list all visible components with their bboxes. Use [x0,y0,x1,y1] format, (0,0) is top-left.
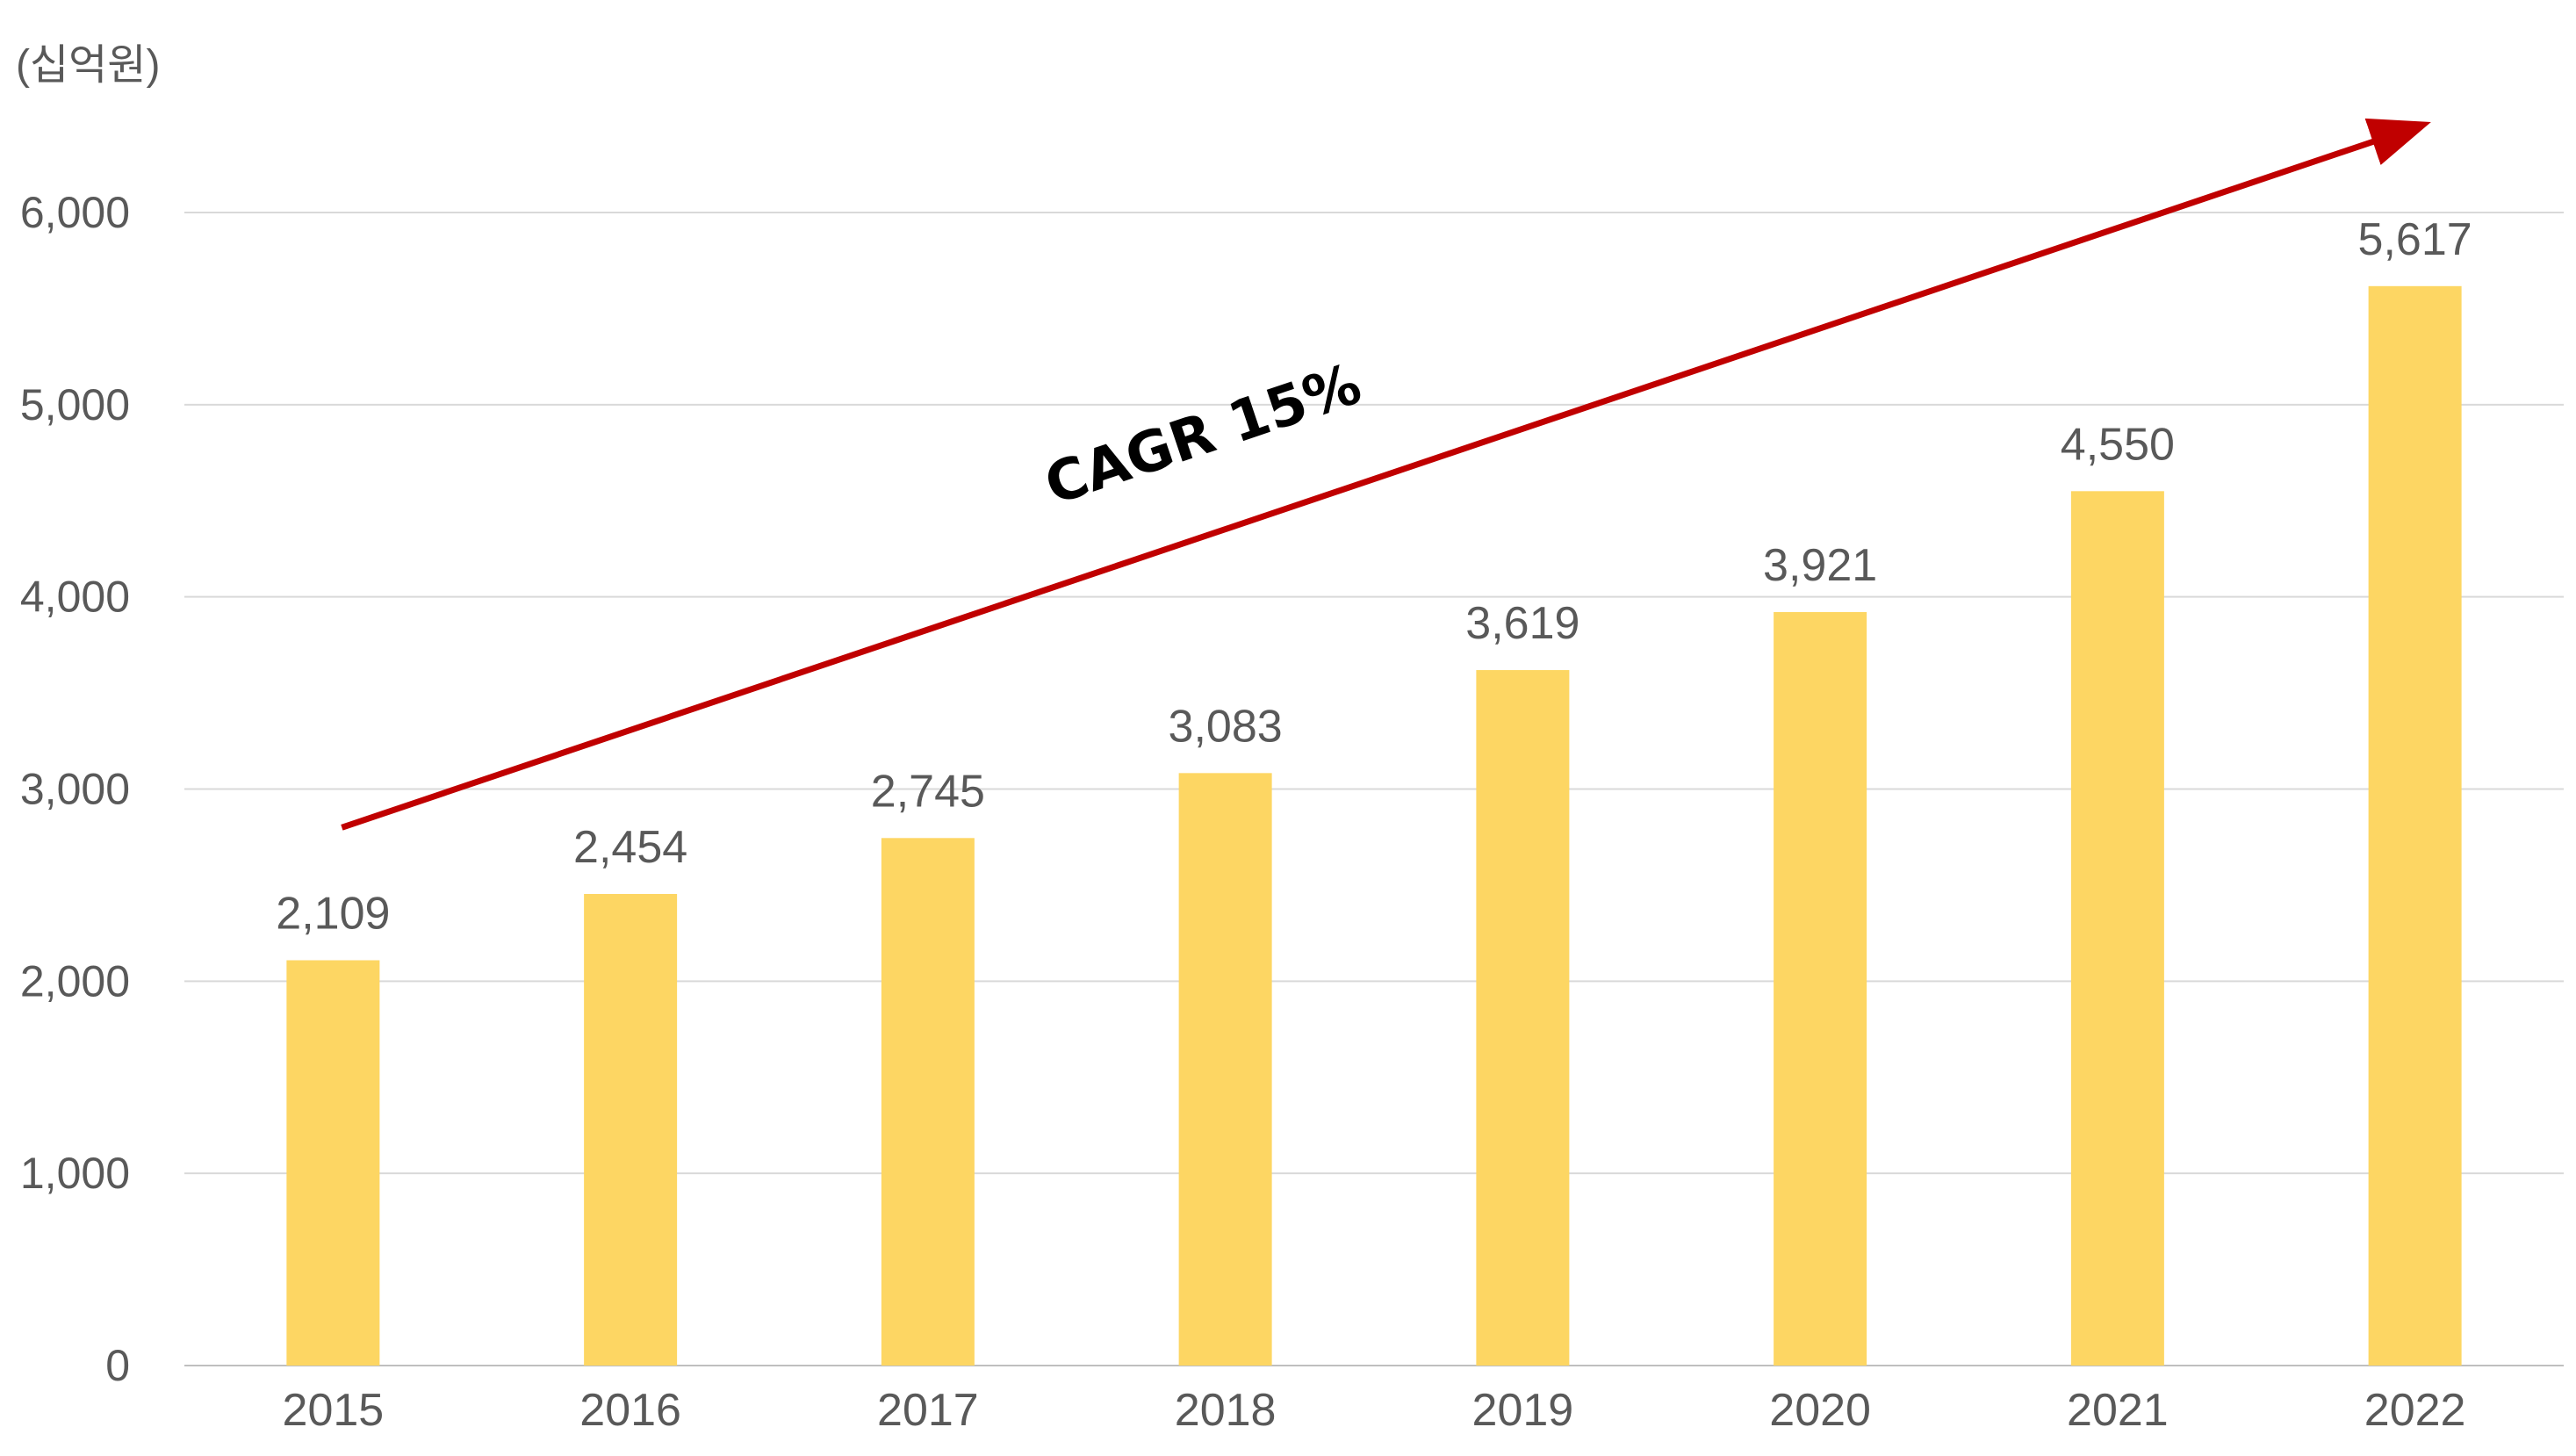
x-tick-label: 2017 [877,1385,979,1436]
bar [1178,773,1272,1366]
bar [881,838,975,1366]
bar [2070,491,2164,1366]
data-label: 2,109 [276,888,390,939]
data-label: 3,619 [1465,598,1579,649]
y-tick-label: 4,000 [20,573,130,622]
data-label: 2,454 [573,822,687,873]
bar [2368,285,2462,1366]
x-tick-label: 2021 [2067,1385,2169,1436]
data-label: 3,083 [1169,701,1283,752]
x-tick-label: 2016 [579,1385,681,1436]
y-axis: 0 1,000 2,000 3,000 4,000 5,000 6,000 [20,188,130,1390]
x-tick-label: 2022 [2364,1385,2466,1436]
bar [1774,611,1867,1366]
data-label: 3,921 [1763,540,1877,591]
data-label: 5,617 [2358,214,2472,265]
x-tick-label: 2018 [1175,1385,1277,1436]
y-tick-label: 5,000 [20,380,130,429]
bar [286,960,380,1366]
y-tick-label: 0 [105,1341,130,1390]
unit-label: (십억원) [16,42,160,89]
x-axis: 2015 2016 2017 2018 2019 2020 2021 2022 [283,1385,2466,1436]
y-tick-label: 3,000 [20,765,130,814]
x-tick-label: 2020 [1769,1385,1871,1436]
cagr-annotation: CAGR 15% [1037,352,1369,519]
x-tick-label: 2019 [1472,1385,1574,1436]
y-tick-label: 1,000 [20,1149,130,1198]
bars [286,285,2462,1366]
gridlines [184,212,2564,1366]
x-tick-label: 2015 [283,1385,385,1436]
data-label: 2,745 [871,766,985,817]
bar [1476,670,1570,1366]
data-labels: 2,109 2,454 2,745 3,083 3,619 3,921 4,550 5,617 [276,214,2472,940]
cagr-trend-arrow [341,118,2431,831]
y-tick-label: 6,000 [20,188,130,237]
data-label: 4,550 [2061,419,2175,470]
bar [584,893,678,1366]
y-tick-label: 2,000 [20,956,130,1006]
